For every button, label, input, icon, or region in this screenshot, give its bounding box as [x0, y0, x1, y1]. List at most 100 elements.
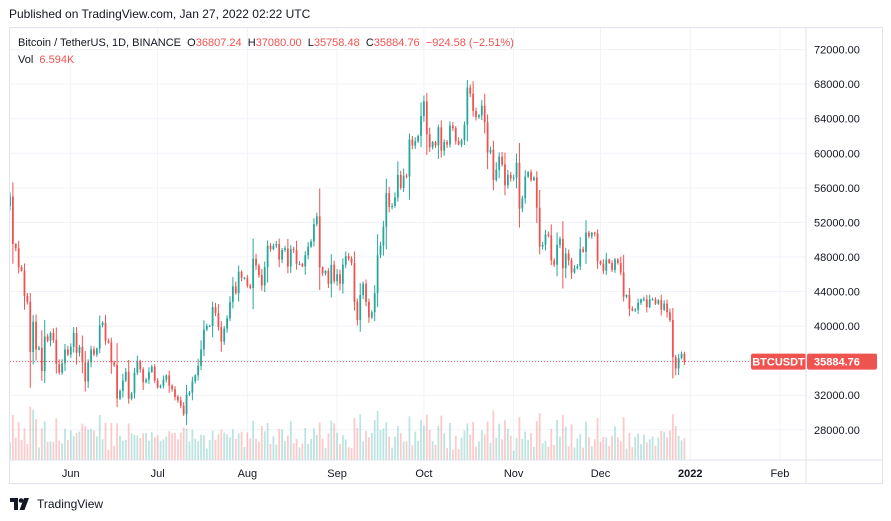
candle-body[interactable] — [171, 385, 173, 390]
candle-body[interactable] — [651, 299, 654, 301]
candles[interactable] — [10, 79, 686, 425]
candle-body[interactable] — [674, 357, 677, 369]
candle-body[interactable] — [648, 299, 651, 308]
candle-body[interactable] — [590, 232, 593, 237]
candle-body[interactable] — [121, 380, 124, 391]
candle-body[interactable] — [533, 177, 535, 181]
candle-body[interactable] — [570, 260, 573, 273]
candle-body[interactable] — [249, 285, 252, 289]
candle-body[interactable] — [608, 259, 611, 264]
candle-body[interactable] — [486, 122, 489, 153]
candle-body[interactable] — [220, 326, 223, 342]
candle-body[interactable] — [95, 348, 98, 355]
candle-body[interactable] — [417, 136, 420, 142]
candle-body[interactable] — [255, 258, 257, 266]
candle-body[interactable] — [469, 87, 472, 94]
candle-body[interactable] — [561, 238, 564, 269]
candle-body[interactable] — [654, 299, 657, 304]
candle-body[interactable] — [90, 349, 92, 363]
candle-body[interactable] — [446, 142, 448, 145]
candle-body[interactable] — [341, 264, 344, 284]
candle-body[interactable] — [472, 93, 475, 111]
candle-body[interactable] — [483, 105, 486, 123]
candle-body[interactable] — [425, 101, 428, 135]
candle-body[interactable] — [454, 128, 457, 142]
candle-body[interactable] — [573, 268, 576, 273]
candle-body[interactable] — [119, 390, 121, 399]
candle-body[interactable] — [489, 149, 492, 153]
candle-body[interactable] — [75, 332, 78, 353]
candle-body[interactable] — [356, 301, 359, 321]
candle-body[interactable] — [327, 270, 330, 284]
candle-body[interactable] — [101, 322, 104, 326]
candle-body[interactable] — [347, 256, 350, 259]
candle-body[interactable] — [127, 371, 130, 399]
candle-body[interactable] — [142, 369, 145, 383]
candle-body[interactable] — [611, 263, 613, 270]
candle-body[interactable] — [324, 270, 327, 274]
candle-body[interactable] — [87, 362, 90, 382]
candle-body[interactable] — [553, 260, 556, 265]
candle-body[interactable] — [449, 125, 451, 145]
candle-body[interactable] — [550, 235, 553, 261]
candle-body[interactable] — [289, 249, 292, 267]
candle-body[interactable] — [353, 263, 356, 302]
candle-body[interactable] — [23, 270, 26, 296]
candle-body[interactable] — [616, 259, 619, 264]
candle-body[interactable] — [506, 174, 509, 186]
candle-body[interactable] — [307, 246, 310, 256]
candle-body[interactable] — [237, 271, 240, 294]
candle-body[interactable] — [52, 332, 55, 340]
candle-body[interactable] — [370, 312, 373, 318]
candle-body[interactable] — [683, 353, 686, 362]
candle-body[interactable] — [362, 283, 365, 295]
candle-body[interactable] — [625, 294, 628, 297]
candle-body[interactable] — [148, 371, 150, 380]
candle-body[interactable] — [298, 263, 301, 265]
time-axis[interactable]: Jun Jul Aug Sep Oct Nov Dec 2022 Feb — [10, 459, 883, 480]
candle-body[interactable] — [359, 294, 362, 321]
candle-body[interactable] — [333, 264, 336, 282]
candle-body[interactable] — [663, 303, 666, 310]
candle-body[interactable] — [81, 346, 84, 363]
candle-body[interactable] — [437, 127, 440, 146]
candle-body[interactable] — [20, 267, 23, 271]
candle-body[interactable] — [582, 249, 585, 252]
candle-body[interactable] — [260, 275, 263, 286]
candle-body[interactable] — [10, 196, 11, 206]
candle-body[interactable] — [619, 263, 622, 273]
candle-body[interactable] — [162, 379, 165, 386]
candle-body[interactable] — [93, 349, 95, 355]
candle-body[interactable] — [402, 175, 405, 188]
candle-body[interactable] — [457, 141, 460, 145]
candle-body[interactable] — [11, 196, 14, 244]
candle-body[interactable] — [547, 234, 550, 236]
price-chart[interactable]: BTCUSDT 28000.0032000.0036000.0040000.00… — [10, 28, 883, 484]
candle-body[interactable] — [605, 259, 608, 271]
candle-body[interactable] — [301, 263, 304, 267]
candle-body[interactable] — [628, 294, 631, 309]
candle-body[interactable] — [179, 400, 182, 406]
candle-body[interactable] — [411, 139, 414, 146]
candle-body[interactable] — [321, 267, 324, 274]
candle-body[interactable] — [168, 375, 171, 386]
candle-body[interactable] — [669, 312, 671, 321]
candle-body[interactable] — [243, 277, 246, 279]
candle-body[interactable] — [527, 172, 530, 177]
candle-body[interactable] — [38, 347, 40, 350]
candle-body[interactable] — [596, 233, 599, 262]
candle-body[interactable] — [365, 283, 367, 302]
candle-body[interactable] — [17, 248, 20, 268]
candle-body[interactable] — [197, 365, 200, 376]
candle-body[interactable] — [107, 340, 110, 343]
candle-body[interactable] — [110, 342, 113, 363]
candle-body[interactable] — [336, 274, 338, 282]
candle-body[interactable] — [521, 198, 524, 209]
candle-body[interactable] — [614, 259, 616, 270]
candle-body[interactable] — [176, 396, 179, 401]
candle-body[interactable] — [593, 232, 596, 234]
candle-body[interactable] — [136, 361, 139, 373]
candle-body[interactable] — [666, 303, 668, 313]
candle-body[interactable] — [585, 232, 587, 252]
candle-body[interactable] — [304, 255, 307, 267]
